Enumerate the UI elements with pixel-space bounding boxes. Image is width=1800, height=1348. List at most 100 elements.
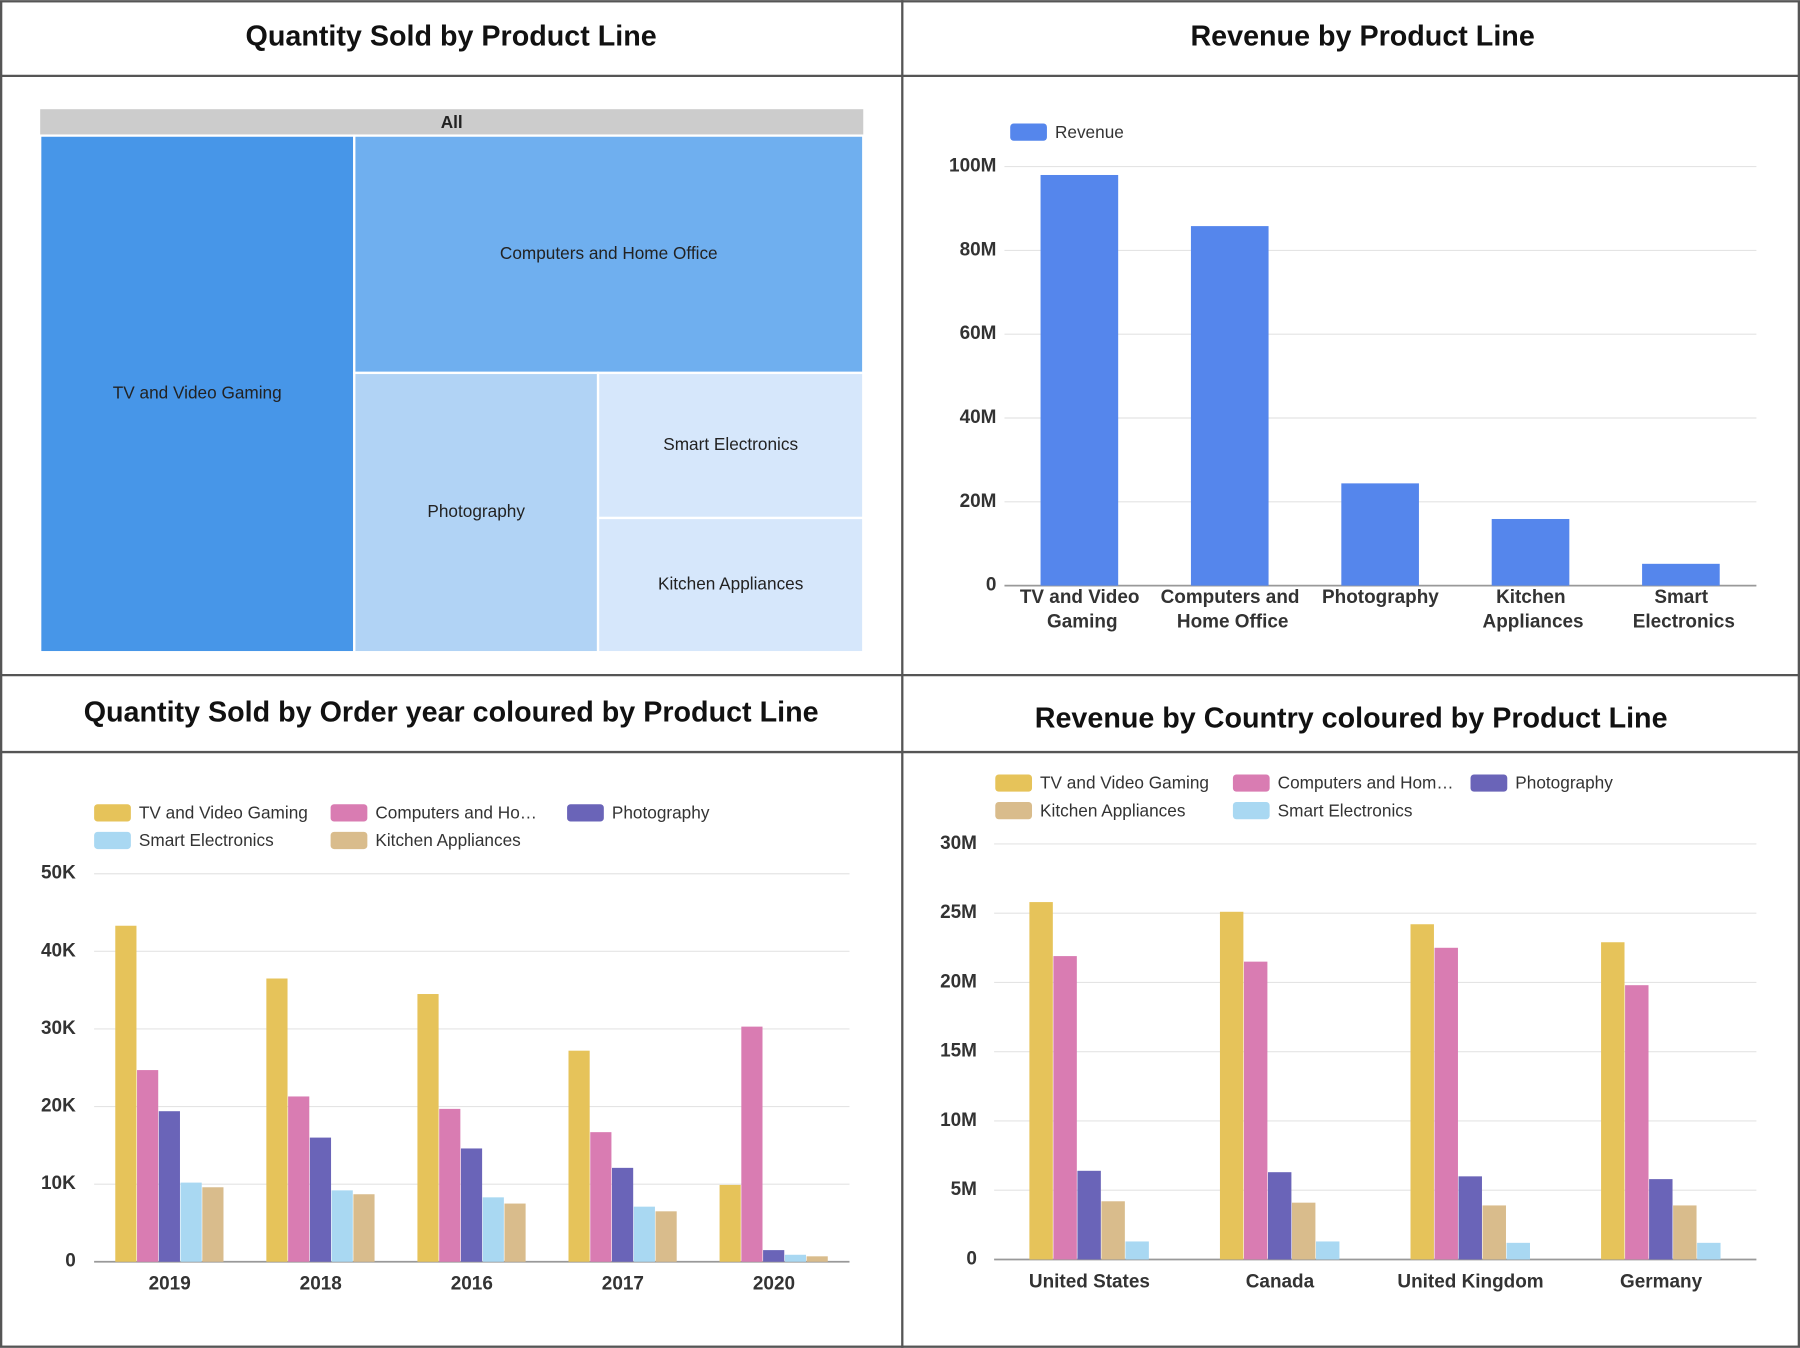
bar (612, 1167, 634, 1262)
y-tick-label: 25M (940, 902, 977, 923)
treemap-cell (596, 516, 865, 654)
x-tick-label: United Kingdom (1397, 1271, 1543, 1292)
y-tick-label: 0 (65, 1251, 76, 1272)
bar (763, 1250, 785, 1262)
y-tick-label: 10K (41, 1173, 76, 1194)
bar (568, 1050, 590, 1262)
bar (1697, 1242, 1721, 1260)
bar (1434, 947, 1458, 1260)
bar (158, 1111, 180, 1262)
bar (137, 1070, 159, 1262)
treemap-cell (353, 134, 865, 375)
y-tick-label: 60M (960, 323, 997, 344)
x-tick-label: Computers and Home Office (1161, 587, 1300, 632)
legend-swatch (1232, 801, 1270, 820)
legend-label: TV and Video Gaming (1040, 773, 1209, 793)
legend-swatch (94, 804, 131, 822)
bar (439, 1108, 461, 1262)
bar (590, 1132, 612, 1262)
y-tick-label: 30K (41, 1018, 76, 1039)
treemap-cell (353, 371, 600, 654)
bar (1243, 961, 1268, 1260)
bar (417, 994, 439, 1262)
chart-title: Revenue by Product Line (1190, 21, 1534, 53)
y-tick-label: 40M (960, 407, 997, 428)
treemap-label: Computers and Home Office (500, 243, 718, 263)
x-tick-label: Canada (1246, 1271, 1315, 1292)
bar (1190, 226, 1269, 586)
bar (1053, 956, 1077, 1260)
legend-swatch (1470, 774, 1508, 792)
bar (1491, 518, 1570, 586)
x-tick-label: Photography (1322, 587, 1439, 608)
bar (202, 1187, 224, 1262)
legend-label: Smart Electronics (139, 830, 274, 850)
x-tick-label: United States (1029, 1271, 1150, 1292)
legend-label: Computers and Ho… (375, 803, 537, 823)
legend-swatch (330, 831, 368, 850)
treemap-label: Kitchen Appliances (658, 574, 803, 594)
bar (1219, 911, 1244, 1260)
chart-title: Quantity Sold by Product Line (246, 21, 657, 53)
bar (1458, 1176, 1482, 1260)
legend-swatch (1010, 123, 1047, 141)
y-tick-label: 80M (960, 239, 997, 260)
bar (353, 1194, 375, 1262)
bar (1673, 1205, 1697, 1260)
bar (180, 1182, 202, 1262)
y-tick-label: 0 (986, 575, 997, 596)
y-tick-label: 15M (940, 1041, 977, 1062)
legend-label: TV and Video Gaming (139, 803, 308, 823)
legend-label: Kitchen Appliances (1040, 800, 1185, 820)
treemap-header (40, 109, 864, 136)
bar (1601, 942, 1625, 1260)
x-tick-label: 2016 (451, 1274, 493, 1295)
bar (460, 1148, 483, 1262)
bar (1506, 1242, 1530, 1260)
treemap-label: TV and Video Gaming (113, 382, 282, 402)
bar (633, 1206, 655, 1262)
bar (1410, 924, 1434, 1260)
bar (1101, 1201, 1125, 1260)
legend-swatch (995, 801, 1033, 820)
bar (1315, 1241, 1340, 1260)
legend-label: Computers and Hom… (1278, 773, 1454, 793)
bar (806, 1256, 828, 1262)
legend-swatch (94, 831, 131, 850)
x-tick-label: TV and Video Gaming (1020, 587, 1140, 632)
legend-swatch (330, 804, 368, 822)
y-tick-label: 20M (940, 971, 977, 992)
bar (1341, 483, 1419, 586)
y-tick-label: 0 (966, 1248, 977, 1269)
bar (784, 1254, 807, 1262)
bar (1040, 174, 1119, 586)
x-tick-label: 2020 (753, 1274, 795, 1295)
bar (1029, 902, 1053, 1260)
x-tick-label: 2018 (300, 1274, 342, 1295)
y-tick-label: 100M (949, 156, 996, 177)
treemap-cell (39, 134, 356, 654)
bar (309, 1137, 332, 1262)
bar (504, 1203, 526, 1262)
bar (266, 978, 288, 1262)
treemap-root-label: All (441, 112, 463, 132)
legend-label: Photography (612, 803, 710, 823)
bar (1267, 1172, 1292, 1260)
bar (1649, 1179, 1673, 1260)
treemap-cell (596, 371, 865, 520)
bar (1642, 563, 1720, 586)
legend-swatch (567, 804, 604, 822)
x-tick-label: 2017 (602, 1274, 644, 1295)
legend-label: Photography (1515, 773, 1613, 793)
bar (1625, 985, 1649, 1260)
y-tick-label: 40K (41, 940, 76, 961)
chart-title: Revenue by Country coloured by Product L… (1035, 702, 1668, 734)
treemap-label: Smart Electronics (663, 434, 798, 454)
bar (741, 1026, 763, 1262)
y-tick-label: 20K (41, 1096, 76, 1117)
x-tick-label: Smart Electronics (1628, 587, 1735, 632)
legend-swatch (1232, 774, 1270, 792)
legend-label: Kitchen Appliances (375, 830, 520, 850)
x-tick-label: Kitchen Appliances (1478, 587, 1584, 632)
